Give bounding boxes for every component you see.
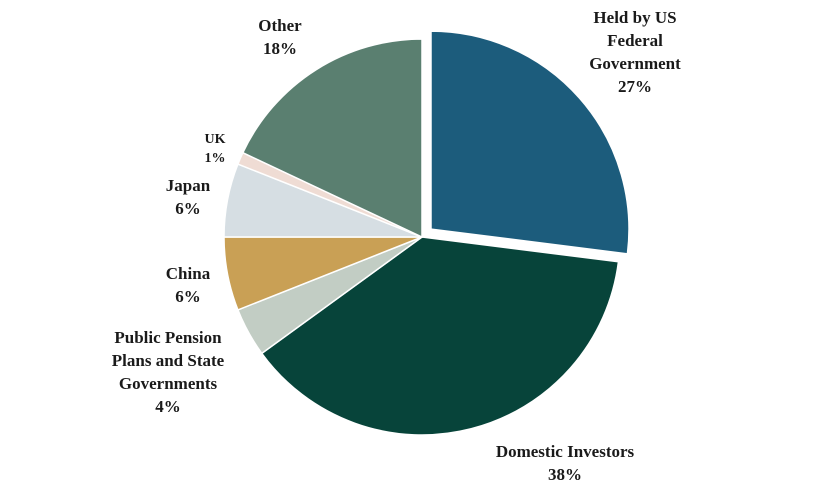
slice-label-domestic-investors: Domestic Investors 38% [465, 440, 665, 486]
slice-value-label: 38% [548, 465, 582, 484]
slice-label-line: Public Pension [114, 328, 222, 347]
slice-label-line: Government [589, 54, 681, 73]
slice-value-label: 27% [618, 77, 652, 96]
slice-label-line: UK [204, 132, 226, 147]
slice-label-line: Federal [607, 31, 663, 50]
slice-label-line: Held by US [593, 8, 677, 27]
slice-label-line: Plans and State [111, 351, 225, 370]
slice-label-japan: Japan 6% [148, 174, 228, 220]
slice-value-label: 6% [175, 287, 201, 306]
slice-label-other: Other 18% [240, 14, 320, 60]
slice-value-label: 1% [204, 151, 226, 166]
slice-value-label: 6% [175, 199, 201, 218]
pie-slice-1 [260, 236, 620, 436]
slice-value-label: 4% [155, 397, 181, 416]
pie-slice-6 [241, 38, 423, 239]
slice-label-us-federal: Held by US Federal Government 27% [565, 6, 705, 98]
slice-label-china: China 6% [148, 262, 228, 308]
slice-label-uk: UK 1% [190, 130, 240, 168]
slice-label-line: China [165, 264, 211, 283]
slice-value-label: 18% [263, 39, 297, 58]
slice-label-line: Domestic Investors [495, 442, 635, 461]
slice-label-public-pension: Public Pension Plans and State Governmen… [93, 326, 243, 418]
slice-label-line: Other [258, 16, 302, 35]
slice-label-line: Japan [165, 176, 211, 195]
slice-label-line: Governments [118, 374, 218, 393]
pie-slice-0 [430, 30, 630, 255]
